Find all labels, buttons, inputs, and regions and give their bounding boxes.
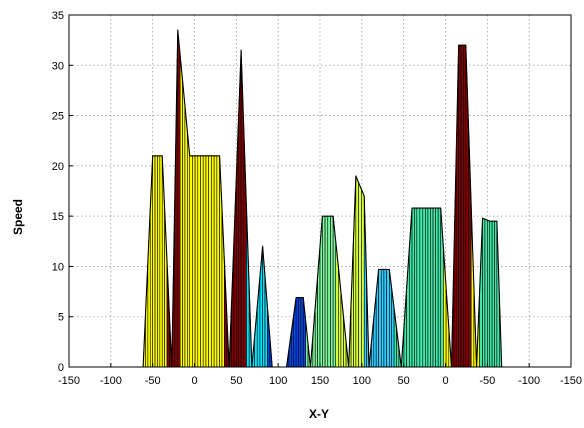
area-strip — [216, 155, 220, 368]
x-tick-label: -150 — [560, 375, 582, 387]
area-strip — [355, 175, 359, 368]
area-strip — [152, 155, 156, 368]
y-tick-label: 30 — [52, 60, 64, 72]
x-tick-label: 100 — [353, 375, 371, 387]
area-strip — [324, 215, 329, 368]
area-strip — [205, 155, 209, 368]
x-tick-label: -100 — [518, 375, 540, 387]
area-strip — [154, 155, 158, 368]
area-strip — [411, 207, 415, 368]
area-strip — [295, 297, 299, 368]
area-strip — [187, 130, 191, 368]
area-strip — [489, 220, 493, 368]
area-strip — [380, 269, 385, 368]
area-strip — [437, 207, 442, 368]
area-strip — [184, 105, 188, 368]
area-strip — [416, 207, 421, 368]
area-strip — [194, 155, 199, 368]
x-tick-label: 50 — [230, 375, 242, 387]
area-strip — [298, 297, 302, 368]
area-strip — [159, 155, 163, 368]
area-strip — [202, 155, 207, 368]
area-strip — [197, 155, 201, 368]
x-tick-label: 50 — [398, 375, 410, 387]
area-strip — [430, 207, 434, 368]
area-strip — [208, 155, 212, 368]
area-strip — [157, 155, 161, 368]
area-strip — [200, 155, 204, 368]
y-tick-label: 0 — [58, 362, 64, 374]
speed-bands — [142, 29, 512, 368]
area-strip — [182, 80, 186, 368]
area-strip — [211, 155, 215, 368]
area-strip — [414, 207, 418, 368]
x-tick-label: 150 — [311, 375, 329, 387]
x-tick-label: -50 — [479, 375, 495, 387]
area-strip — [491, 220, 495, 368]
area-strip — [425, 207, 429, 368]
area-strip — [358, 182, 362, 368]
area-strip — [378, 269, 382, 368]
area-strip — [189, 155, 193, 368]
y-tick-label: 5 — [58, 312, 64, 324]
x-tick-label: 0 — [442, 375, 448, 387]
x-tick-label: -50 — [145, 375, 161, 387]
y-axis-label: Speed — [11, 199, 25, 235]
area-strip — [327, 215, 331, 368]
area-strip — [330, 215, 334, 368]
area-strip — [460, 44, 464, 368]
area-strip — [463, 44, 467, 368]
y-tick-label: 35 — [52, 10, 64, 22]
y-tick-label: 10 — [52, 261, 64, 273]
area-strip — [179, 54, 183, 368]
x-tick-label: -100 — [100, 375, 122, 387]
area-strip — [383, 269, 387, 368]
area-strip — [482, 217, 486, 368]
x-tick-label: 100 — [269, 375, 287, 387]
area-strip — [322, 215, 326, 368]
area-strip — [427, 207, 431, 368]
area-strip — [435, 207, 439, 368]
area-strip — [484, 218, 488, 368]
y-tick-labels: 0 5 10 15 20 25 30 35 — [52, 10, 64, 374]
area-strip — [386, 269, 390, 368]
x-tick-label: 0 — [191, 375, 197, 387]
y-tick-label: 20 — [52, 161, 64, 173]
area-strip — [213, 155, 218, 368]
x-axis-label: X-Y — [309, 407, 329, 421]
axes — [68, 14, 572, 368]
area-strip — [487, 219, 491, 368]
y-tick-label: 25 — [52, 111, 64, 123]
x-tick-label: -150 — [58, 375, 80, 387]
area-strip — [494, 220, 498, 368]
area-strip — [422, 207, 426, 368]
area-strip — [177, 29, 181, 368]
x-tick-labels: -150 -100 -50 0 50 100 150 100 50 0 -50 -100 -150 — [58, 375, 582, 387]
area-strip — [192, 155, 196, 368]
area-strip — [300, 297, 304, 368]
area-strip — [419, 207, 424, 368]
area-strip — [361, 189, 365, 368]
y-tick-label: 15 — [52, 211, 64, 223]
area-strip — [432, 207, 436, 368]
area-strip — [458, 44, 462, 368]
